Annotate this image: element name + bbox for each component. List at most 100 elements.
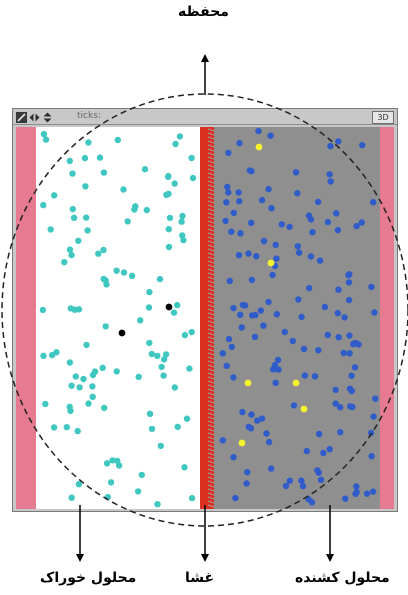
feed-water-particle [170, 309, 178, 316]
draw-solution-particle [335, 286, 342, 293]
draw-solution-particle [332, 386, 339, 394]
draw-solution-particle [249, 312, 256, 319]
feed-water-particle [66, 246, 74, 253]
draw-solution-particle [314, 198, 322, 206]
draw-solution-particle [268, 205, 275, 212]
draw-solution-particle [311, 373, 319, 380]
draw-solution-particle [230, 209, 237, 217]
draw-solution-particle [282, 482, 290, 490]
feed-water-particle [181, 464, 188, 471]
feed-water-particle [157, 442, 164, 450]
draw-solution-particle [335, 138, 342, 145]
feed-water-particle [95, 250, 102, 257]
feed-water-particle [107, 479, 115, 486]
container-label: محفظه [178, 4, 229, 20]
draw-solution-particle [306, 284, 313, 292]
yellow-solute-particle [292, 379, 300, 387]
feed-water-particle [188, 154, 195, 162]
draw-solution-particle [251, 333, 259, 341]
draw-solution-particle [274, 356, 282, 364]
draw-solution-particle [230, 454, 237, 461]
feed-water-particle [96, 154, 104, 161]
draw-solution-particle [241, 302, 249, 309]
draw-solution-particle [235, 252, 243, 259]
feed-water-particle [89, 393, 96, 400]
draw-solution-particle [230, 304, 237, 312]
draw-solution-particle [316, 257, 324, 264]
draw-solution-particle [308, 499, 316, 506]
draw-solution-particle [238, 324, 245, 331]
feed-water-particle [178, 218, 185, 225]
yellow-solute-particle [238, 439, 246, 447]
draw-solution-particle [346, 350, 353, 357]
feed-water-particle [100, 275, 107, 283]
draw-solution-particle [230, 374, 237, 381]
feed-water-particle [83, 341, 90, 349]
feed-water-particle [113, 267, 120, 274]
draw-solution-particle [260, 322, 267, 329]
feed-water-particle [164, 173, 172, 181]
feed-water-particle [100, 246, 107, 254]
draw-solution-particle [225, 189, 232, 196]
edit-icon[interactable] [16, 111, 27, 123]
draw-solution-particle [348, 372, 355, 379]
draw-solution-particle [309, 229, 316, 236]
feed-water-particle [165, 190, 172, 197]
draw-solution-particle [316, 430, 323, 438]
feed-water-particle [63, 424, 70, 431]
feed-water-particle [148, 350, 155, 358]
feed-water-particle [39, 306, 47, 314]
black-solute-particle [165, 303, 173, 311]
feed-water-particle [68, 382, 75, 389]
simulation-view[interactable] [16, 127, 394, 509]
draw-solution-particle [307, 253, 315, 260]
feed-water-particle [82, 183, 89, 190]
draw-solution-particle [320, 449, 327, 457]
feed-water-particle [174, 301, 181, 309]
feed-water-particle [51, 192, 58, 199]
draw-solution-particle [370, 413, 377, 420]
draw-solution-particle [351, 364, 359, 371]
draw-solution-label: محلول کشنده [295, 570, 390, 586]
draw-solution-particle [314, 467, 321, 474]
feed-water-particle [181, 331, 189, 339]
draw-solution-particle [321, 303, 329, 311]
feed-water-particle [89, 383, 96, 390]
draw-solution-particle [345, 296, 353, 304]
draw-solution-particle [281, 328, 288, 336]
feed-water-particle [179, 212, 186, 220]
feed-water-particle [101, 404, 108, 412]
draw-solution-particle [353, 222, 360, 230]
draw-solution-particle [260, 237, 268, 245]
draw-solution-particle [255, 127, 262, 135]
draw-solution-particle [225, 149, 232, 157]
draw-solution-particle [337, 404, 344, 411]
draw-solution-particle [327, 178, 334, 185]
feed-water-particle [146, 410, 154, 417]
feed-water-particle [165, 226, 172, 233]
feed-water-particle [174, 423, 181, 430]
feed-water-particle [188, 494, 196, 502]
feed-water-particle [120, 186, 127, 193]
draw-solution-particle [228, 228, 235, 235]
draw-solution-particle [324, 331, 331, 339]
view-controls [16, 111, 53, 123]
black-solute-particle [118, 329, 126, 337]
draw-solution-particle [226, 277, 233, 285]
yellow-solute-particle [244, 379, 252, 387]
draw-solution-particle [363, 490, 371, 497]
draw-solution-particle [317, 476, 325, 483]
draw-solution-particle [341, 314, 348, 321]
feed-water-particle [186, 365, 193, 372]
move-icon[interactable] [29, 112, 40, 123]
draw-solution-particle [289, 337, 296, 345]
draw-solution-particle [358, 219, 365, 226]
draw-solution-particle [353, 483, 360, 490]
draw-solution-particle [273, 311, 280, 318]
feed-water-particle [102, 323, 109, 330]
zoom-icon[interactable] [42, 112, 53, 123]
feed-water-particle [113, 368, 120, 375]
simulation-window: ticks: 3D [12, 108, 398, 512]
3d-view-button[interactable]: 3D [372, 111, 394, 124]
draw-solution-particle [267, 132, 274, 139]
